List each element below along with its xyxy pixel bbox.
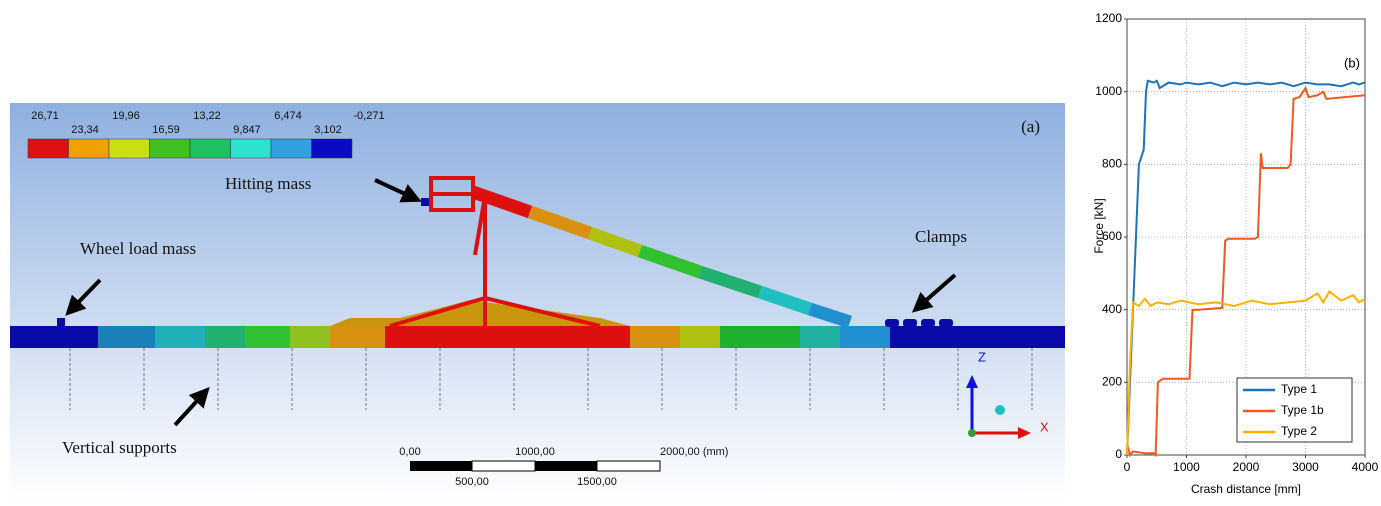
contour-label: 16,59: [152, 124, 180, 136]
scale-label: 0,00: [399, 446, 420, 458]
contour-swatch: [190, 139, 231, 158]
contour-label: -0,271: [353, 110, 384, 122]
contour-swatch: [109, 139, 150, 158]
contour-label: 9,847: [233, 124, 261, 136]
annotation: Hitting mass: [225, 174, 311, 193]
annotation: Clamps: [915, 227, 967, 246]
annotation: Vertical supports: [62, 438, 177, 457]
contour-label: 13,22: [193, 110, 221, 122]
panel-label: (b): [1344, 55, 1360, 70]
contour-swatch: [69, 139, 110, 158]
scale-label: 500,00: [455, 476, 489, 488]
contour-swatch: [271, 139, 312, 158]
x-axis-label: Crash distance [mm]: [1191, 482, 1301, 496]
contour-label: 26,71: [31, 110, 59, 122]
panel-label: (a): [1021, 117, 1040, 136]
simulation-panel: (a) 26,71 19,96 13,22 6,474 -0,271 23,34 16,59…: [10, 103, 1065, 501]
contour-swatch: [312, 139, 353, 158]
contour-swatch: [150, 139, 191, 158]
contour-label: 23,34: [71, 124, 99, 136]
axis-label: X: [1040, 419, 1049, 434]
x-tick-label: 4000: [1352, 460, 1379, 474]
y-tick-label: 0: [1115, 447, 1122, 461]
x-tick-label: 3000: [1292, 460, 1319, 474]
legend-label: Type 1: [1281, 382, 1317, 396]
x-tick-label: 0: [1124, 460, 1131, 474]
annotation: Wheel load mass: [80, 239, 196, 258]
contour-label: 3,102: [314, 124, 342, 136]
contour-swatch: [28, 139, 69, 158]
hitting-mass-block: [421, 198, 429, 206]
y-axis-label: Force [kN]: [1092, 198, 1106, 253]
contour-swatch: [231, 139, 272, 158]
figure: (a) 26,71 19,96 13,22 6,474 -0,271 23,34 16,59…: [0, 0, 1381, 501]
scale-label: 2000,00 (mm): [660, 446, 728, 458]
legend-label: Type 1b: [1281, 403, 1324, 417]
y-tick-label: 200: [1102, 375, 1122, 389]
scale-label: 1500,00: [577, 476, 617, 488]
line-chart: Force [kN] Crash distance [mm] (b) 0 200 4…: [1092, 11, 1378, 496]
y-tick-label: 400: [1102, 302, 1122, 316]
y-tick-label: 800: [1102, 157, 1122, 171]
scale-label: 1000,00: [515, 446, 555, 458]
contour-label: 6,474: [274, 110, 302, 122]
x-tick-label: 1000: [1173, 460, 1200, 474]
axis-label: Z: [978, 349, 986, 364]
y-tick-label: 600: [1102, 229, 1122, 243]
x-tick-label: 2000: [1233, 460, 1260, 474]
legend-label: Type 2: [1281, 424, 1317, 438]
y-tick-label: 1000: [1095, 84, 1122, 98]
contour-label: 19,96: [112, 110, 140, 122]
y-tick-label: 1200: [1095, 11, 1122, 25]
